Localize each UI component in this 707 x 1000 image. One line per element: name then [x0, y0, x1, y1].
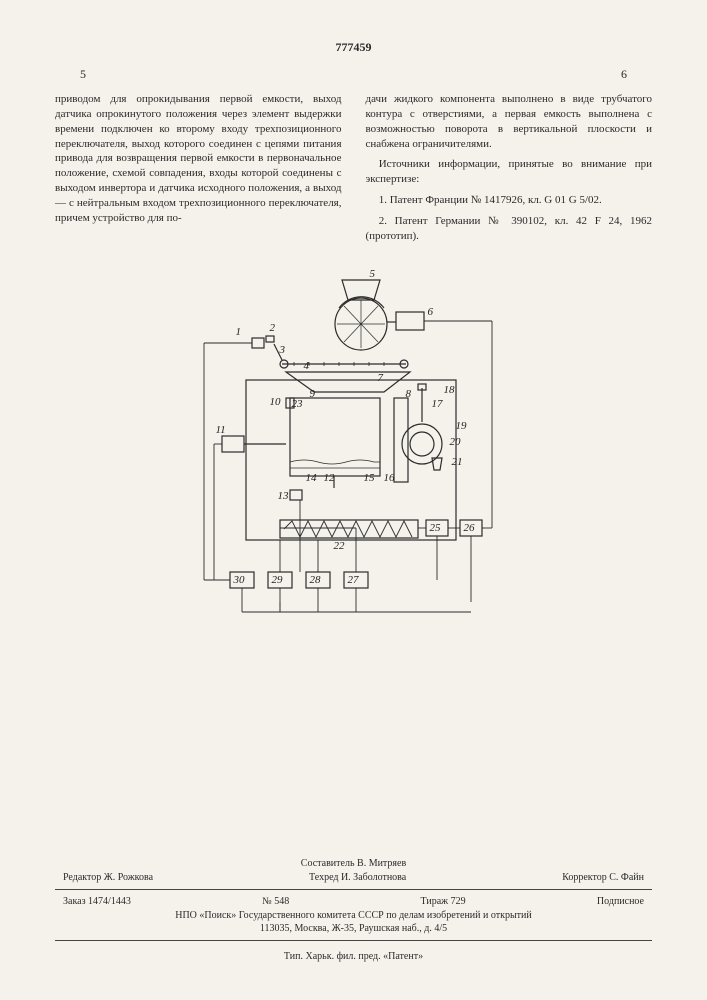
- left-col-text: приводом для опрокидывания первой емкост…: [55, 92, 342, 226]
- label-9: 9: [310, 388, 316, 400]
- right-col-text-1: дачи жидкого компонента выполнено в виде…: [366, 92, 653, 151]
- sources-heading: Источники информации, принятые во вниман…: [366, 157, 653, 187]
- footer: Составитель В. Митряев Редактор Ж. Рожко…: [0, 858, 707, 962]
- label-28: 28: [310, 574, 321, 586]
- label-27: 27: [348, 574, 359, 586]
- label-1: 1: [236, 326, 242, 338]
- document-number: 777459: [55, 40, 652, 55]
- left-column: приводом для опрокидывания первой емкост…: [55, 92, 342, 250]
- label-15: 15: [364, 472, 375, 484]
- patent-figure: 1 2 3 4 5 6 7 8 9 10 11 12 13 14 15 16 1…: [174, 272, 534, 652]
- label-10: 10: [270, 396, 281, 408]
- right-column: дачи жидкого компонента выполнено в виде…: [366, 92, 653, 250]
- label-12: 12: [324, 472, 335, 484]
- patent-page: 777459 5 6 приводом для опрокидывания пе…: [0, 0, 707, 1000]
- page-num-right: 6: [621, 67, 627, 82]
- order-row: Заказ 1474/1443 № 548 Тираж 729 Подписно…: [63, 896, 644, 907]
- label-19: 19: [456, 420, 467, 432]
- label-30: 30: [234, 574, 245, 586]
- label-6: 6: [428, 306, 434, 318]
- label-14: 14: [306, 472, 317, 484]
- compiler-line: Составитель В. Митряев: [55, 858, 652, 869]
- source-2: 2. Патент Германии № 390102, кл. 42 F 24…: [366, 214, 653, 244]
- techred: Техред И. Заболотнова: [309, 872, 406, 883]
- rule-1: [55, 889, 652, 890]
- label-22: 22: [334, 540, 345, 552]
- label-18: 18: [444, 384, 455, 396]
- editor: Редактор Ж. Рожкова: [63, 872, 153, 883]
- label-11: 11: [216, 424, 226, 436]
- label-7: 7: [378, 372, 384, 384]
- rule-2: [55, 940, 652, 941]
- credits-row: Редактор Ж. Рожкова Техред И. Заболотнов…: [63, 872, 644, 883]
- label-5: 5: [370, 268, 376, 280]
- page-numbers: 5 6: [80, 67, 627, 82]
- diagram-svg: [174, 272, 534, 652]
- label-13: 13: [278, 490, 289, 502]
- corrector: Корректор С. Файн: [562, 872, 644, 883]
- label-21: 21: [452, 456, 463, 468]
- label-3: 3: [280, 344, 286, 356]
- label-16: 16: [384, 472, 395, 484]
- num: № 548: [262, 896, 289, 907]
- order-no: Заказ 1474/1443: [63, 896, 131, 907]
- label-29: 29: [272, 574, 283, 586]
- text-columns: приводом для опрокидывания первой емкост…: [55, 92, 652, 250]
- label-26: 26: [464, 522, 475, 534]
- label-20: 20: [450, 436, 461, 448]
- publisher-line-2: 113035, Москва, Ж-35, Раушская наб., д. …: [55, 923, 652, 934]
- label-25: 25: [430, 522, 441, 534]
- tirazh: Тираж 729: [421, 896, 466, 907]
- label-23: 23: [292, 398, 303, 410]
- label-8: 8: [406, 388, 412, 400]
- printer-line: Тип. Харьк. фил. пред. «Патент»: [55, 951, 652, 962]
- podpis: Подписное: [597, 896, 644, 907]
- publisher-line-1: НПО «Поиск» Государственного комитета СС…: [55, 910, 652, 921]
- page-num-left: 5: [80, 67, 86, 82]
- label-2: 2: [270, 322, 276, 334]
- source-1: 1. Патент Франции № 1417926, кл. G 01 G …: [366, 193, 653, 208]
- label-17: 17: [432, 398, 443, 410]
- label-4: 4: [304, 360, 310, 372]
